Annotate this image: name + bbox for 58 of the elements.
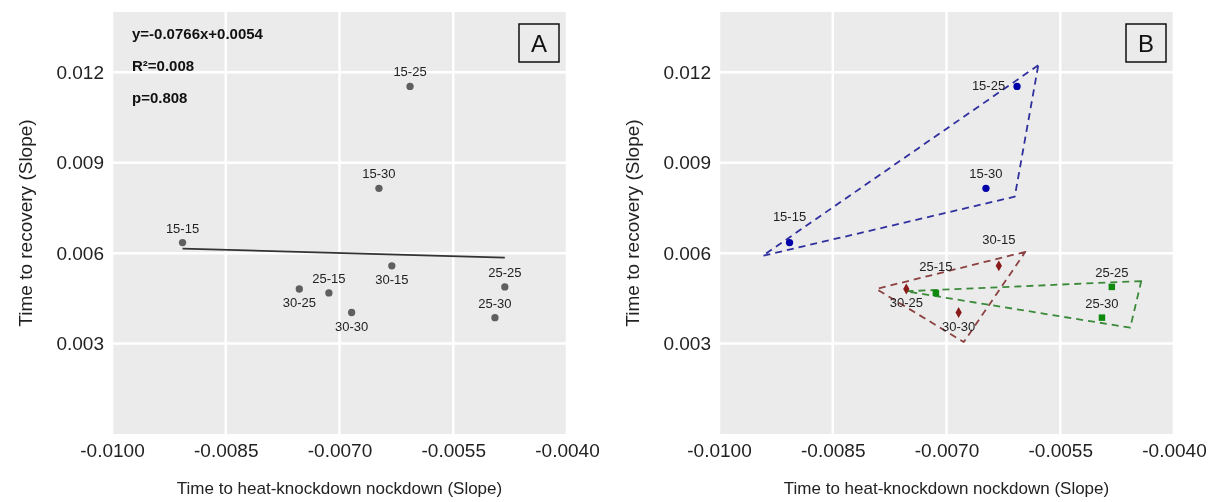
point	[1013, 82, 1021, 91]
point	[1098, 314, 1106, 321]
point	[347, 308, 356, 317]
x-tick-label: -0.0055	[1028, 440, 1093, 462]
annotation: R²=0.008	[132, 57, 195, 74]
data-label: 25-25	[1095, 264, 1129, 280]
point	[295, 285, 303, 293]
data-label: 30-15	[375, 271, 409, 287]
y-axis-title: Time to recovery (Slope)	[15, 119, 36, 327]
point	[785, 238, 794, 247]
data-label: 15-30	[362, 166, 396, 182]
y-tick-label: 0.006	[56, 242, 104, 264]
y-tick-label: 0.012	[663, 61, 711, 83]
annotation: p=0.808	[132, 89, 188, 106]
data-label: 25-15	[312, 270, 346, 286]
y-axis-title: Time to recovery (Slope)	[622, 119, 643, 327]
x-tick-label: -0.0100	[80, 440, 145, 462]
point	[178, 238, 187, 247]
data-label: 25-30	[478, 295, 512, 311]
x-tick-label: -0.0040	[535, 440, 600, 462]
y-tick-label: 0.003	[56, 333, 104, 355]
data-label: 15-25	[393, 64, 427, 80]
text: A	[530, 30, 548, 57]
y-tick-label: 0.009	[56, 152, 104, 174]
point	[406, 82, 414, 91]
annotation: y=-0.0766x+0.0054	[132, 25, 264, 42]
data-label: 30-30	[335, 318, 369, 334]
data-label: 30-15	[982, 231, 1016, 247]
x-axis-title: Time to heat-knockdown nockdown (Slope)	[176, 479, 503, 498]
data-label: 15-15	[165, 220, 200, 236]
point	[501, 283, 509, 291]
x-axis-title: Time to heat-knockdown nockdown (Slope)	[783, 479, 1110, 498]
data-label: 15-25	[971, 78, 1006, 94]
data-label: 25-30	[1085, 295, 1119, 311]
y-tick-label: 0.003	[663, 333, 711, 355]
point	[491, 314, 499, 322]
y-tick-label: 0.009	[663, 152, 711, 174]
point	[982, 184, 990, 192]
data-label: 30-30	[942, 318, 976, 334]
point	[325, 289, 333, 297]
x-tick-label: -0.0070	[914, 440, 980, 462]
text: B	[1137, 30, 1155, 57]
data-label: 30-25	[889, 295, 923, 311]
y-tick-label: 0.012	[56, 61, 104, 83]
x-tick-label: -0.0040	[1142, 440, 1207, 462]
x-tick-label: -0.0070	[307, 440, 373, 462]
y-tick-label: 0.006	[663, 242, 711, 264]
x-tick-label: -0.0085	[801, 440, 866, 462]
x-tick-label: -0.0055	[421, 440, 486, 462]
data-label: 25-15	[919, 258, 953, 274]
x-tick-label: -0.0100	[687, 440, 752, 462]
point	[375, 184, 383, 192]
data-label: 15-30	[969, 166, 1003, 182]
point	[388, 262, 396, 270]
data-label: 25-25	[488, 264, 522, 280]
data-label: 15-15	[772, 208, 807, 224]
data-label: 30-25	[282, 295, 316, 311]
x-tick-label: -0.0085	[194, 440, 259, 462]
